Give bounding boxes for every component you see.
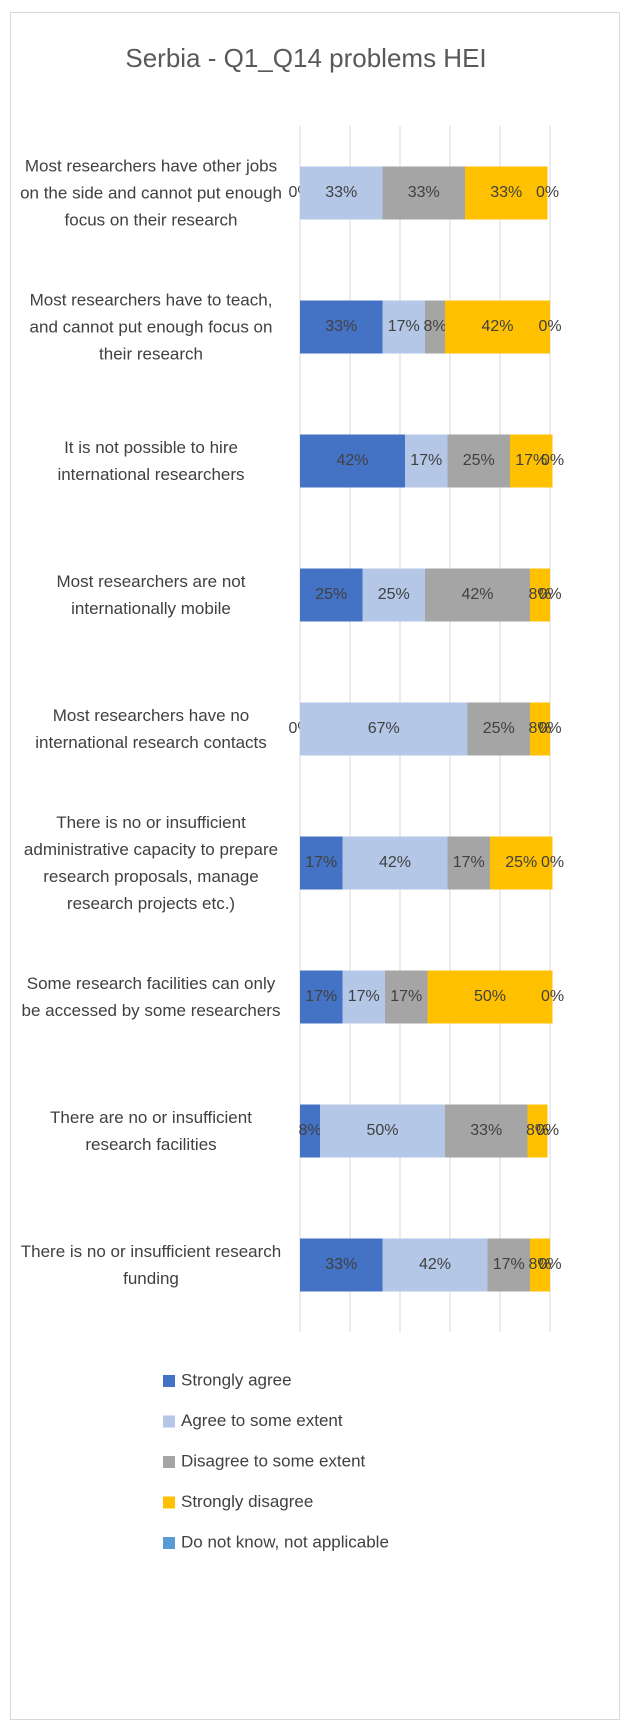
data-label: 25% <box>483 720 515 737</box>
data-label: 17% <box>453 854 485 871</box>
data-label: 0% <box>541 988 564 1005</box>
bar-segment <box>530 568 550 622</box>
legend-label: Do not know, not applicable <box>181 1532 389 1551</box>
bar-segment <box>300 434 405 488</box>
bar-segment <box>530 1238 550 1292</box>
data-label: 33% <box>325 1256 357 1273</box>
data-label: 8% <box>423 318 446 335</box>
data-label: 50% <box>474 988 506 1005</box>
data-label: 0% <box>538 1256 561 1273</box>
bar-segment <box>382 1238 488 1292</box>
category-label: Most researchers have other jobs on the … <box>20 156 282 230</box>
legend-swatch <box>163 1415 175 1428</box>
data-label: 33% <box>325 184 357 201</box>
data-label: 0% <box>538 586 561 603</box>
data-label: 33% <box>490 184 522 201</box>
category-label: There is no or insufficient administrati… <box>23 813 279 913</box>
data-label: 42% <box>461 586 493 603</box>
data-label: 25% <box>463 452 495 469</box>
bar-segment <box>300 836 343 890</box>
data-label: 42% <box>336 452 368 469</box>
legend-label: Agree to some extent <box>181 1411 343 1430</box>
data-label: 50% <box>366 1122 398 1139</box>
data-label: 25% <box>315 586 347 603</box>
data-label: 67% <box>368 720 400 737</box>
category-label: There are no or insufficient research fa… <box>50 1108 252 1154</box>
chart-title: Serbia - Q1_Q14 problems HEI <box>125 43 486 73</box>
data-label: 33% <box>470 1122 502 1139</box>
bar-segment <box>362 568 425 622</box>
data-label: 25% <box>505 854 537 871</box>
bar-segment <box>447 434 510 488</box>
legend-swatch <box>163 1456 175 1468</box>
bar-segment <box>320 1104 445 1158</box>
data-label: 17% <box>515 452 547 469</box>
legend-swatch <box>163 1375 175 1387</box>
bar-segment <box>300 166 383 220</box>
legend-swatch <box>163 1537 175 1549</box>
legend-label: Disagree to some extent <box>181 1451 366 1470</box>
legend-label: Strongly disagree <box>181 1492 313 1511</box>
data-label: 17% <box>348 988 380 1005</box>
bar-segment <box>405 434 448 488</box>
category-label: Some research facilities can only be acc… <box>21 974 281 1020</box>
data-label: 33% <box>325 318 357 335</box>
bar-segment <box>300 568 363 622</box>
data-label: 0% <box>541 452 564 469</box>
data-label: 0% <box>536 184 559 201</box>
bar-segment <box>487 1238 530 1292</box>
category-label: Most researchers have to teach, and cann… <box>29 290 273 364</box>
data-label: 8% <box>528 720 551 737</box>
category-label: There is no or insufficient research fun… <box>20 1242 282 1288</box>
bar-segment <box>490 836 553 890</box>
category-label: Most researchers have no international r… <box>35 706 267 752</box>
bar-segment <box>300 300 383 354</box>
bar-segment <box>447 836 490 890</box>
bar-segment <box>300 1238 383 1292</box>
data-label: 17% <box>493 1256 525 1273</box>
legend-swatch <box>163 1496 175 1509</box>
bar-segment <box>382 166 465 220</box>
data-label: 42% <box>419 1256 451 1273</box>
data-label: 8% <box>298 1122 321 1139</box>
data-label: 0% <box>538 318 561 335</box>
data-label: 17% <box>388 318 420 335</box>
bar-segment <box>510 434 553 488</box>
data-label: 42% <box>379 854 411 871</box>
bar-segment <box>382 300 425 354</box>
bar-segment <box>425 568 530 622</box>
bar-segment <box>467 702 530 756</box>
bar-segment <box>445 1104 528 1158</box>
bar-segment <box>300 970 343 1024</box>
data-label: 0% <box>541 854 564 871</box>
data-label: 8% <box>528 1256 551 1273</box>
data-label: 25% <box>378 586 410 603</box>
data-label: 0% <box>538 720 561 737</box>
bar-segment <box>342 970 385 1024</box>
bar-segment <box>300 702 468 756</box>
data-label: 17% <box>305 854 337 871</box>
bar-segment <box>527 1104 548 1158</box>
bar-segment <box>530 702 550 756</box>
legend-label: Strongly agree <box>181 1370 292 1389</box>
data-label: 0% <box>536 1122 559 1139</box>
data-label: 17% <box>390 988 422 1005</box>
data-label: 33% <box>408 184 440 201</box>
category-label: It is not possible to hire international… <box>57 438 245 484</box>
bar-segment <box>385 970 428 1024</box>
data-label: 8% <box>526 1122 549 1139</box>
category-label: Most researchers are not internationally… <box>56 572 246 618</box>
data-label: 17% <box>410 452 442 469</box>
bar-segment <box>427 970 553 1024</box>
bar-segment <box>445 300 550 354</box>
bar-segment <box>342 836 448 890</box>
bar-segment <box>425 300 445 354</box>
data-label: 17% <box>305 988 337 1005</box>
data-label: 8% <box>528 586 551 603</box>
bar-segment <box>300 1104 320 1158</box>
data-label: 42% <box>481 318 513 335</box>
bar-segment <box>465 166 548 220</box>
